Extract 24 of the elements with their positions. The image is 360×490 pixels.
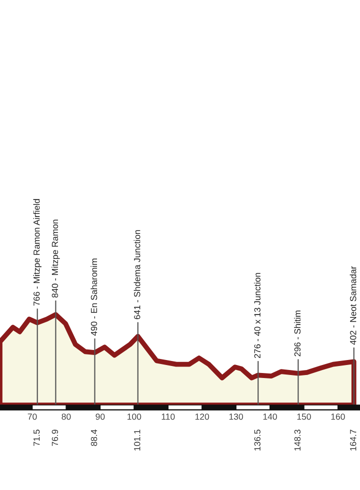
x-tick-label: 100	[128, 414, 142, 420]
x2-tick-label: 164.7	[350, 430, 356, 451]
ref-line-label: 402 - Neot Samadar	[350, 266, 356, 345]
x-tick-label: 120	[195, 414, 210, 420]
x2-tick-label: 101.1	[134, 430, 140, 451]
x-tick-label: 70	[28, 414, 37, 420]
x-tick-label: 130	[229, 414, 243, 420]
x2-tick-label: 148.3	[294, 430, 301, 451]
ref-line-label: 296 - Shitim	[294, 310, 301, 356]
x2-tick-label: 136.5	[254, 430, 260, 451]
x-tick-label: 90	[96, 414, 105, 420]
x-tick-label: 110	[162, 414, 175, 420]
ref-line-label: 490 - En Saharonim	[90, 258, 98, 336]
ref-line-label: 641 - Shdema Junction	[134, 230, 140, 320]
x-tick-label: 160	[331, 414, 345, 420]
x-tick-label: 80	[62, 414, 71, 420]
ref-line-label: 840 - Mitzpe Ramon	[52, 220, 60, 298]
x2-tick-label: 76.9	[52, 430, 58, 446]
ref-line-label: 766 - Mitzpe Ramon Airfield	[33, 199, 42, 306]
x2-tick-label: 71.5	[34, 430, 40, 446]
x-tick-label: 140	[263, 414, 277, 420]
x-tick-label: 150	[297, 414, 311, 420]
ref-line-label: 276 - 40 x 13 Junction	[254, 272, 260, 358]
x2-tick-label: 88.4	[90, 430, 98, 446]
